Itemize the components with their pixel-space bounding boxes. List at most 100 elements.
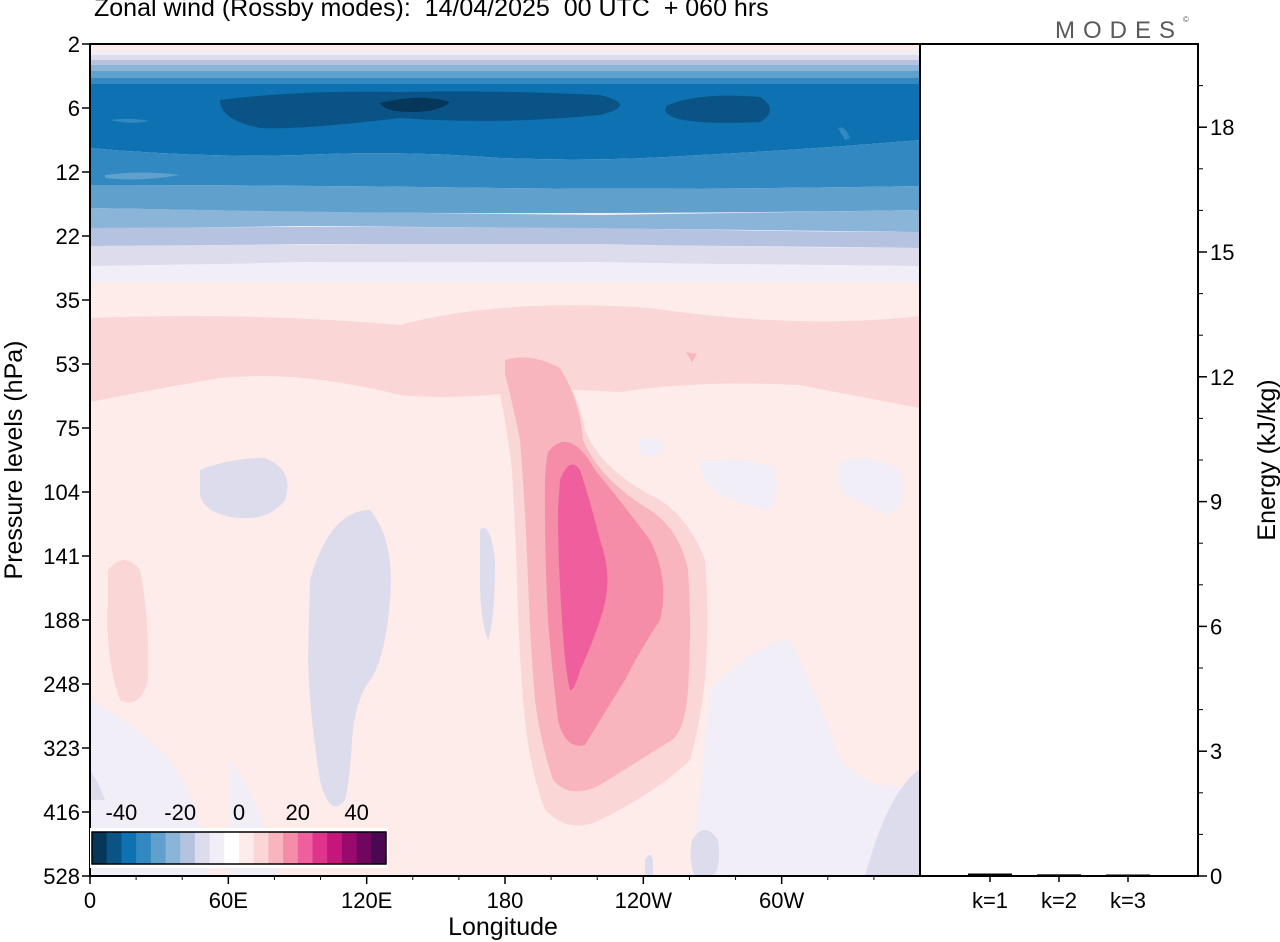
- colorbar-swatch: [268, 832, 284, 864]
- band-7: [90, 78, 920, 86]
- energy-tick-label: 9: [1210, 490, 1222, 515]
- colorbar-swatch: [150, 832, 166, 864]
- energy-bar: [968, 873, 1012, 876]
- x-tick-label: 120W: [615, 888, 673, 913]
- colorbar-swatch: [165, 832, 181, 864]
- energy-tick-label: 6: [1210, 614, 1222, 639]
- category-label: k=3: [1110, 888, 1146, 913]
- colorbar-swatch: [297, 832, 313, 864]
- band-8: [90, 140, 920, 189]
- y-tick-label: 2: [68, 32, 80, 57]
- energy-bar: [1106, 874, 1150, 876]
- colorbar-swatch: [239, 832, 255, 864]
- colorbar-swatch: [92, 832, 108, 864]
- band-5: [90, 65, 920, 72]
- colorbar-label: -40: [106, 800, 138, 825]
- lower-blob-7: [90, 770, 105, 800]
- colorbar-label: 20: [286, 800, 310, 825]
- band-6: [90, 71, 920, 79]
- band-3: [90, 55, 920, 61]
- zonal-wind-contour-field: [90, 44, 920, 876]
- energy-tick-label: 18: [1210, 115, 1234, 140]
- pressure-axis: 2 6 12 22 35 53 75 104 141 188 248 323 416 528: [43, 32, 90, 889]
- longitude-axis: 0 60E 120E 180 120W 60W: [84, 876, 875, 913]
- y-tick-label: 528: [43, 864, 80, 889]
- colorbar-swatch: [194, 832, 211, 864]
- chart-title: Zonal wind (Rossby modes): 14/04/2025 00…: [94, 0, 769, 22]
- modes-logo: MODES©: [1055, 15, 1189, 45]
- jet-core: [558, 464, 608, 690]
- y-tick-label: 141: [43, 544, 80, 569]
- copyright-mark: ©: [1183, 15, 1189, 24]
- x-axis-label: Longitude: [448, 913, 558, 941]
- y-tick-label: 75: [56, 416, 80, 441]
- lower-blob-6: [645, 855, 653, 876]
- x-tick-label: 60W: [759, 888, 804, 913]
- colorbar-swatch: [356, 832, 372, 864]
- y-tick-label: 248: [43, 672, 80, 697]
- energy-axis-label: Energy (kJ/kg): [1253, 379, 1280, 540]
- x-tick-label: 0: [84, 888, 96, 913]
- colorbar-swatch: [224, 832, 240, 864]
- blob-east-1: [700, 459, 777, 510]
- y-tick-label: 53: [56, 352, 80, 377]
- positive-blob-1: [107, 560, 149, 703]
- x-tick-label: 180: [487, 888, 524, 913]
- lower-blob-3: [690, 640, 920, 876]
- lower-blob-4: [865, 770, 920, 876]
- blob-east: [665, 95, 770, 123]
- negative-blob-2: [308, 510, 391, 807]
- x-tick-label: 120E: [341, 888, 392, 913]
- colorbar-swatch: [371, 832, 387, 864]
- colorbar-label: 0: [233, 800, 245, 825]
- band-10: [90, 208, 920, 232]
- category-label: k=1: [972, 888, 1008, 913]
- colorbar-swatch: [136, 832, 152, 864]
- band-2: [90, 50, 920, 56]
- y-axis-label: Pressure levels (hPa): [0, 341, 28, 580]
- colorbar: -40 -20 0 20 40: [90, 800, 388, 868]
- colorbar-swatch: [312, 832, 328, 864]
- energy-tick-label: 12: [1210, 365, 1234, 390]
- logo-text: MODES: [1055, 17, 1184, 44]
- blob-tiny: [838, 127, 850, 140]
- colorbar-label: -20: [164, 800, 196, 825]
- energy-tick-label: 15: [1210, 240, 1234, 265]
- y-tick-label: 104: [43, 480, 80, 505]
- band-top: [90, 44, 920, 52]
- band-9: [90, 185, 920, 214]
- energy-bars: k=1 k=2 k=3: [968, 873, 1150, 913]
- colorbar-swatch: [209, 832, 225, 864]
- blob-east-2: [840, 458, 904, 515]
- colorbar-swatch: [341, 832, 358, 864]
- blob-mid-2: [640, 437, 665, 457]
- colorbar-swatch: [253, 832, 269, 864]
- band-13: [90, 262, 920, 282]
- y-tick-label: 35: [56, 288, 80, 313]
- colorbar-swatch: [283, 832, 299, 864]
- y-tick-label: 416: [43, 800, 80, 825]
- colorbar-swatch: [121, 832, 137, 864]
- lower-blob-5: [690, 830, 720, 876]
- colorbar-swatch: [180, 832, 196, 864]
- blob-small-2: [105, 172, 180, 180]
- colorbar-label: 40: [344, 800, 368, 825]
- y-tick-label: 22: [56, 224, 80, 249]
- colorbar-swatch: [106, 832, 122, 864]
- energy-tick-label: 3: [1210, 739, 1222, 764]
- y-tick-label: 6: [68, 96, 80, 121]
- blob-tiny-2: [686, 352, 697, 362]
- band-11: [90, 227, 920, 248]
- y-tick-label: 188: [43, 608, 80, 633]
- category-label: k=2: [1041, 888, 1077, 913]
- energy-frame: [919, 43, 1199, 877]
- band-12: [90, 244, 920, 266]
- blob-core: [380, 97, 450, 112]
- energy-axis: 0 3 6 9 12 15 18: [1198, 85, 1234, 889]
- band-4: [90, 60, 920, 66]
- y-tick-label: 323: [43, 736, 80, 761]
- y-tick-label: 12: [56, 160, 80, 185]
- blob-small: [110, 118, 150, 123]
- negative-blob-3: [480, 528, 495, 640]
